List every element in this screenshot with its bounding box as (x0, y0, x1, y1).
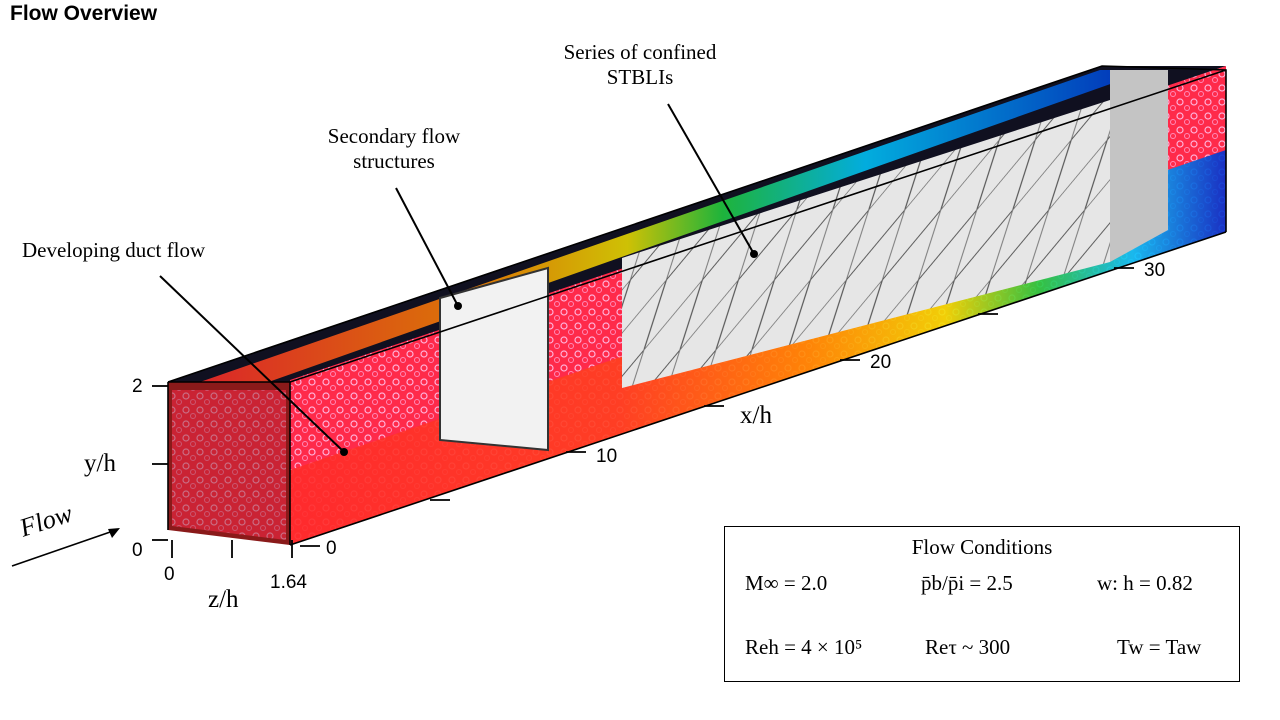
wall-temperature: Tw = Taw (1117, 635, 1202, 659)
mach-number: M∞ = 2.0 (745, 571, 828, 595)
pressure-ratio: p̄b/p̄i = 2.5 (921, 571, 1013, 595)
y-tick-0: 0 (132, 540, 143, 561)
z-axis-name: z/h (208, 586, 239, 613)
flow-conditions-title: Flow Conditions (911, 535, 1053, 559)
y-tick-2: 2 (132, 376, 143, 397)
leader-dot-secondary (454, 302, 462, 310)
x-tick-10: 10 (596, 446, 618, 467)
z-tick-0: 0 (164, 564, 175, 585)
x-tick-30: 30 (1144, 260, 1166, 281)
exit-slice (1110, 70, 1168, 262)
axis-ticks (152, 267, 1134, 558)
x-tick-0: 0 (326, 538, 337, 559)
secondary-flow-slice (439, 266, 549, 452)
reynolds-h: Reh = 4 × 10⁵ (745, 635, 863, 659)
x-tick-20: 20 (870, 352, 892, 373)
annotation-leaders (159, 103, 755, 453)
page-title: Flow Overview (10, 2, 158, 25)
flow-arrow (11, 529, 117, 567)
leader-dot-developing (340, 448, 348, 456)
flow-arrowhead (108, 528, 120, 538)
label-secondary-flow: Secondary flow structures (327, 124, 461, 174)
z-tick-1-64: 1.64 (270, 572, 307, 593)
duct-outline (167, 65, 1227, 546)
top-turbulence-band (200, 70, 1150, 385)
y-axis-name: y/h (84, 450, 116, 477)
label-series-stblis: Series of confined STBLIs (563, 40, 717, 90)
leader-dot-series (750, 250, 758, 258)
aspect-ratio: w: h = 0.82 (1097, 571, 1193, 595)
x-axis-name: x/h (740, 402, 772, 429)
reynolds-tau: Reτ ~ 300 (925, 635, 1011, 659)
flow-conditions-box: Flow Conditions M∞ = 2.0 p̄b/p̄i = 2.5 w… (724, 526, 1240, 682)
shock-train-region (622, 100, 1110, 388)
label-developing-flow: Developing duct flow (22, 238, 206, 262)
